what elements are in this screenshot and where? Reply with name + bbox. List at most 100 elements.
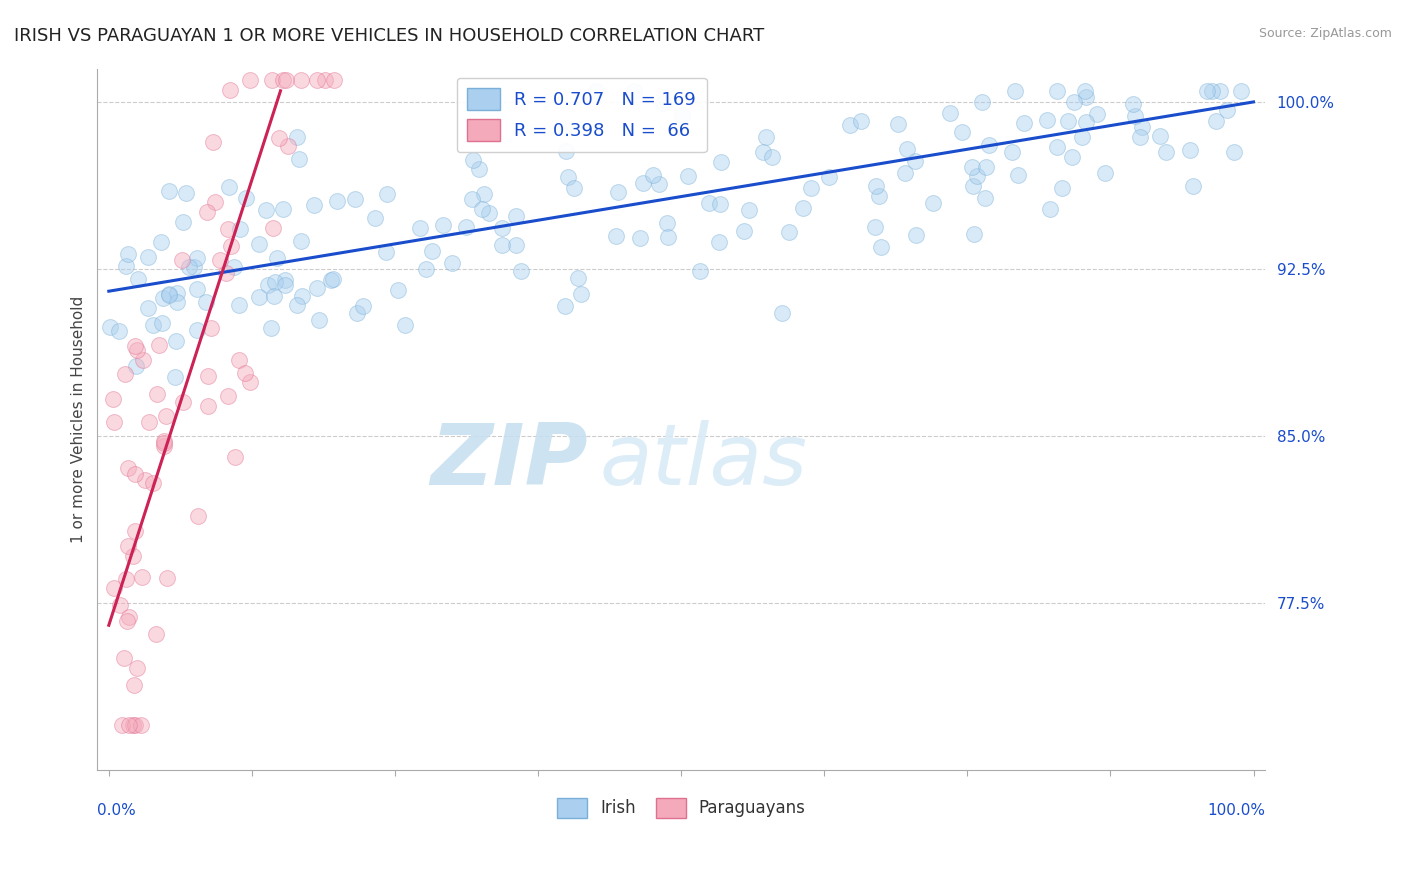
Point	[200, 321, 222, 335]
Point	[267, 131, 290, 145]
Legend: Irish, Paraguayans: Irish, Paraguayans	[550, 791, 813, 825]
Point	[125, 343, 148, 357]
Point	[262, 221, 284, 235]
Point	[1216, 103, 1239, 117]
Y-axis label: 1 or more Vehicles in Household: 1 or more Vehicles in Household	[72, 295, 86, 543]
Point	[471, 202, 494, 217]
Point	[142, 475, 165, 490]
Point	[124, 524, 146, 538]
Point	[938, 106, 960, 120]
Point	[103, 581, 125, 595]
Point	[274, 273, 297, 287]
Text: ZIP: ZIP	[430, 420, 588, 503]
Point	[623, 84, 645, 98]
Point	[285, 297, 308, 311]
Point	[110, 718, 132, 732]
Point	[737, 202, 759, 217]
Point	[172, 394, 194, 409]
Point	[153, 434, 176, 449]
Point	[124, 467, 146, 481]
Point	[254, 203, 277, 218]
Point	[1201, 84, 1223, 98]
Point	[1085, 106, 1108, 120]
Point	[103, 415, 125, 429]
Point	[1046, 140, 1069, 154]
Point	[1039, 202, 1062, 216]
Point	[138, 415, 160, 429]
Point	[129, 718, 152, 732]
Point	[114, 367, 136, 381]
Point	[1001, 145, 1024, 159]
Point	[868, 188, 890, 202]
Point	[374, 244, 396, 259]
Point	[1036, 112, 1059, 127]
Point	[101, 392, 124, 406]
Point	[605, 229, 627, 244]
Point	[131, 570, 153, 584]
Point	[229, 221, 252, 235]
Point	[195, 295, 218, 310]
Point	[456, 220, 478, 235]
Point	[491, 221, 513, 235]
Text: 0.0%: 0.0%	[97, 804, 136, 818]
Point	[187, 509, 209, 524]
Point	[387, 283, 409, 297]
Point	[709, 196, 731, 211]
Point	[1074, 115, 1097, 129]
Point	[1074, 84, 1097, 98]
Point	[117, 539, 139, 553]
Point	[922, 196, 945, 211]
Point	[302, 198, 325, 212]
Point	[150, 316, 173, 330]
Point	[247, 236, 270, 251]
Point	[409, 221, 432, 235]
Point	[1045, 84, 1067, 98]
Point	[125, 661, 148, 675]
Point	[157, 287, 180, 301]
Point	[118, 609, 141, 624]
Point	[197, 369, 219, 384]
Point	[394, 318, 416, 332]
Point	[415, 261, 437, 276]
Text: 100.0%: 100.0%	[1206, 804, 1265, 818]
Text: atlas: atlas	[599, 420, 807, 503]
Point	[136, 250, 159, 264]
Point	[904, 154, 927, 169]
Point	[1050, 181, 1073, 195]
Point	[217, 389, 239, 403]
Point	[585, 84, 607, 98]
Point	[697, 196, 720, 211]
Point	[1007, 168, 1029, 182]
Point	[325, 194, 347, 208]
Point	[554, 299, 576, 313]
Point	[276, 72, 298, 87]
Point	[285, 129, 308, 144]
Point	[122, 678, 145, 692]
Point	[960, 160, 983, 174]
Point	[260, 321, 283, 335]
Point	[166, 286, 188, 301]
Point	[950, 125, 973, 139]
Point	[263, 276, 285, 290]
Point	[468, 162, 491, 177]
Point	[290, 235, 312, 249]
Point	[510, 264, 533, 278]
Point	[172, 215, 194, 229]
Point	[224, 450, 246, 465]
Point	[752, 145, 775, 159]
Point	[972, 95, 994, 109]
Point	[122, 718, 145, 732]
Point	[441, 256, 464, 270]
Point	[274, 277, 297, 292]
Point	[1122, 97, 1144, 112]
Point	[273, 72, 295, 87]
Point	[262, 72, 284, 87]
Point	[183, 260, 205, 274]
Point	[977, 138, 1000, 153]
Point	[218, 180, 240, 194]
Point	[472, 187, 495, 202]
Point	[157, 184, 180, 198]
Point	[863, 219, 886, 234]
Point	[1229, 84, 1251, 98]
Point	[966, 169, 988, 184]
